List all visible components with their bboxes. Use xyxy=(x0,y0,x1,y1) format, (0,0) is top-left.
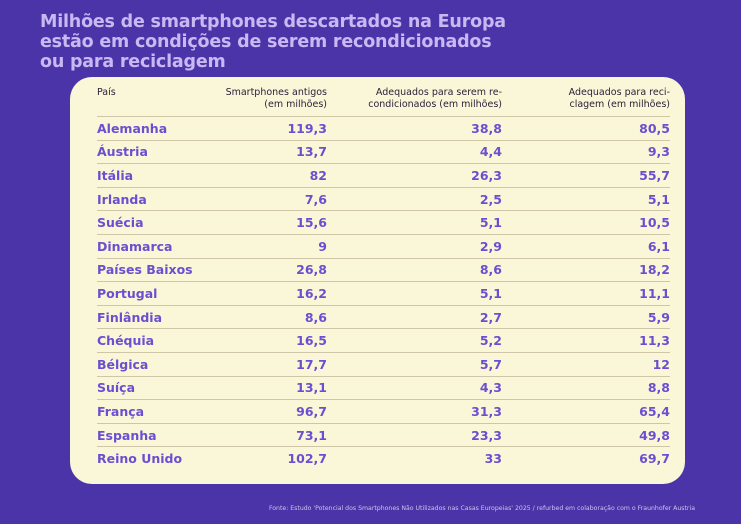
old-smartphones-cell: 7,6 xyxy=(217,187,327,212)
header-line: (em milhões) xyxy=(264,99,327,110)
table-row: Países Baixos 26,8 8,6 18,2 xyxy=(97,258,670,283)
refurbish-cell: 5,1 xyxy=(327,210,502,235)
recycle-cell: 8,8 xyxy=(502,376,670,401)
source-note: Fonte: Estudo 'Potencial dos Smartphones… xyxy=(268,505,695,512)
recycle-cell: 69,7 xyxy=(639,451,670,467)
table-row: França 96,7 31,3 65,4 xyxy=(97,399,670,424)
refurbish-cell: 5,1 xyxy=(327,281,502,306)
recycle-cell: 5,1 xyxy=(502,187,670,212)
old-smartphones-cell: 13,1 xyxy=(217,376,327,401)
header-refurbish: Adequados para serem re- condicionados (… xyxy=(327,85,502,117)
title-line-2: estão em condições de serem recondiciona… xyxy=(40,32,492,52)
data-table: País Smartphones antigos (em milhões) Ad… xyxy=(97,85,670,470)
old-smartphones-cell: 82 xyxy=(217,163,327,188)
refurbish-cell: 4,4 xyxy=(327,140,502,165)
header-line: Adequados para reci- xyxy=(568,87,670,98)
table-row: Áustria 13,7 4,4 9,3 xyxy=(97,140,670,165)
header-recycle: Adequados para reci- clagem (em milhões) xyxy=(502,85,670,117)
table-row: Irlanda 7,6 2,5 5,1 xyxy=(97,187,670,212)
table-body: Alemanha 119,3 38,8 80,5 Áustria 13,7 4,4 9,3 It… xyxy=(97,116,670,470)
recycle-cell: 11,3 xyxy=(502,328,670,353)
table-row: Suécia 15,6 5,1 10,5 xyxy=(97,210,670,235)
recycle-cell: 11,1 xyxy=(502,281,670,306)
old-smartphones-cell: 8,6 xyxy=(217,305,327,330)
table-row: Itália 82 26,3 55,7 xyxy=(97,163,670,188)
old-smartphones-cell: 119,3 xyxy=(217,116,327,141)
table-row: Espanha 73,1 23,3 49,8 xyxy=(97,423,670,448)
refurbish-cell: 38,8 xyxy=(327,116,502,141)
old-smartphones-cell: 26,8 xyxy=(217,258,327,283)
recycle-cell: 55,7 xyxy=(502,163,670,188)
recycle-cell: 49,8 xyxy=(502,423,670,448)
refurbish-cell: 5,2 xyxy=(327,328,502,353)
country-cell: Espanha xyxy=(97,423,217,448)
chart-title: Milhões de smartphones descartados na Eu… xyxy=(40,12,600,72)
table-row: Chéquia 16,5 5,2 11,3 xyxy=(97,328,670,353)
old-smartphones-cell: 17,7 xyxy=(217,352,327,377)
country-cell: Dinamarca xyxy=(97,234,217,259)
old-smartphones-cell: 96,7 xyxy=(217,399,327,424)
refurbish-cell: 2,9 xyxy=(327,234,502,259)
recycle-cell: 6,1 xyxy=(502,234,670,259)
table-row: Bélgica 17,7 5,7 12 xyxy=(97,352,670,377)
country-cell: Países Baixos xyxy=(97,258,217,283)
table-row: Suíça 13,1 4,3 8,8 xyxy=(97,376,670,401)
country-cell: Finlândia xyxy=(97,305,217,330)
refurbish-cell: 23,3 xyxy=(327,423,502,448)
refurbish-cell: 31,3 xyxy=(327,399,502,424)
old-smartphones-cell: 9 xyxy=(217,234,327,259)
country-cell: Itália xyxy=(97,163,217,188)
country-cell: Suécia xyxy=(97,210,217,235)
country-cell: Chéquia xyxy=(97,328,217,353)
old-smartphones-cell: 16,2 xyxy=(217,281,327,306)
refurbish-cell: 2,5 xyxy=(327,187,502,212)
country-cell: França xyxy=(97,399,217,424)
title-line-3: ou para reciclagem xyxy=(40,52,226,72)
recycle-cell: 12 xyxy=(502,352,670,377)
header-row: País Smartphones antigos (em milhões) Ad… xyxy=(97,85,670,117)
old-smartphones-cell: 13,7 xyxy=(217,140,327,165)
recycle-cell: 9,3 xyxy=(502,140,670,165)
recycle-cell: 5,9 xyxy=(502,305,670,330)
refurbish-cell: 5,7 xyxy=(327,352,502,377)
table-row: Reino Unido 102,7 33 69,7 xyxy=(97,447,670,470)
country-cell: Reino Unido xyxy=(97,451,183,467)
header-line: Smartphones antigos xyxy=(225,87,327,98)
refurbish-cell: 4,3 xyxy=(327,376,502,401)
country-cell: Alemanha xyxy=(97,116,217,141)
header-line: Adequados para serem re- xyxy=(375,87,502,98)
recycle-cell: 80,5 xyxy=(502,116,670,141)
table-row: Dinamarca 9 2,9 6,1 xyxy=(97,234,670,259)
title-line-1: Milhões de smartphones descartados na Eu… xyxy=(40,12,506,32)
table-row: Portugal 16,2 5,1 11,1 xyxy=(97,281,670,306)
table-card: País Smartphones antigos (em milhões) Ad… xyxy=(70,77,685,484)
country-cell: Irlanda xyxy=(97,187,217,212)
old-smartphones-cell: 73,1 xyxy=(217,423,327,448)
refurbish-cell: 26,3 xyxy=(327,163,502,188)
header-line: País xyxy=(97,87,116,98)
header-line: condicionados (em milhões) xyxy=(368,99,502,110)
old-smartphones-cell: 16,5 xyxy=(217,328,327,353)
country-cell: Suíça xyxy=(97,376,217,401)
old-smartphones-cell: 15,6 xyxy=(217,210,327,235)
refurbish-cell: 8,6 xyxy=(327,258,502,283)
country-cell: Áustria xyxy=(97,140,217,165)
old-smartphones-cell: 102,7 xyxy=(287,451,327,467)
country-cell: Bélgica xyxy=(97,352,217,377)
recycle-cell: 18,2 xyxy=(502,258,670,283)
table-row: Finlândia 8,6 2,7 5,9 xyxy=(97,305,670,330)
header-country: País xyxy=(97,85,217,117)
table-row: Alemanha 119,3 38,8 80,5 xyxy=(97,116,670,141)
refurbish-cell: 33 xyxy=(484,451,502,467)
recycle-cell: 10,5 xyxy=(502,210,670,235)
recycle-cell: 65,4 xyxy=(502,399,670,424)
header-old-smartphones: Smartphones antigos (em milhões) xyxy=(217,85,327,117)
refurbish-cell: 2,7 xyxy=(327,305,502,330)
country-cell: Portugal xyxy=(97,281,217,306)
header-line: clagem (em milhões) xyxy=(569,99,670,110)
